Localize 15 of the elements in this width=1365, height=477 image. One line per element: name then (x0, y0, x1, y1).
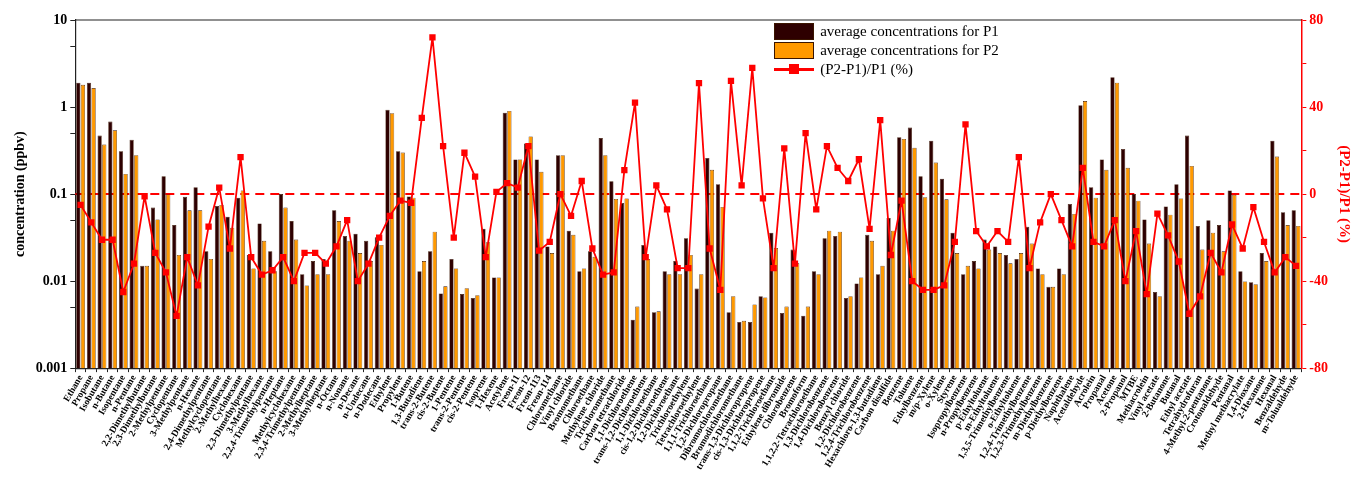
legend-label: average concentrations for P2 (820, 41, 999, 60)
legend-label: average concentrations for P1 (820, 22, 999, 41)
y-tick-label: 0.01 (42, 272, 68, 288)
y2-tick-label: -80 (1309, 359, 1329, 375)
y2-tick-label: -40 (1309, 272, 1329, 288)
y-tick-label: 0.001 (35, 359, 68, 375)
y-tick-label: 0.1 (49, 185, 68, 201)
y2-tick-label: 80 (1309, 11, 1324, 27)
y2-tick-label: 0 (1309, 185, 1317, 201)
y-axis-title: concentration (ppbv) (12, 130, 29, 257)
y-tick-label: 10 (53, 11, 68, 27)
y-tick-label: 1 (60, 98, 68, 114)
y2-axis-title: (P2-P1)/P1 (%) (1336, 145, 1354, 244)
y2-tick-label: 40 (1309, 98, 1324, 114)
legend-label: (P2-P1)/P1 (%) (820, 60, 914, 79)
